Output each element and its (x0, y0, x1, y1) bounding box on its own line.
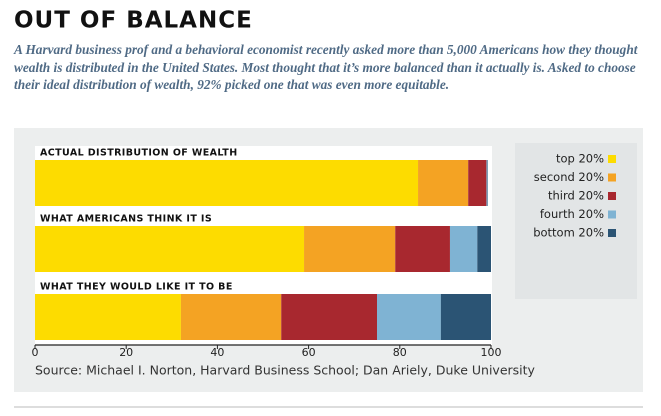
category-label: ACTUAL DISTRIBUTION OF WEALTH (40, 148, 238, 159)
bar-segment (35, 294, 181, 340)
x-tick-label: 80 (393, 346, 407, 359)
x-tick-label: 40 (210, 346, 224, 359)
x-tick-label: 100 (481, 346, 502, 359)
legend-swatch (608, 173, 616, 182)
legend-box (515, 143, 637, 299)
bar-segment (449, 226, 478, 272)
legend-label: third 20% (548, 189, 604, 203)
subtitle: A Harvard business prof and a behavioral… (14, 42, 638, 92)
bar-segment (304, 226, 396, 272)
x-tick-label: 60 (302, 346, 316, 359)
bar-segment (377, 294, 441, 340)
chart-title: OUT OF BALANCE (14, 8, 253, 34)
bar-segment (395, 226, 450, 272)
legend-label: bottom 20% (533, 226, 604, 240)
legend-swatch (608, 229, 616, 237)
source: Source: Michael I. Norton, Harvard Busin… (35, 363, 536, 378)
bar-segment (477, 226, 491, 272)
category-label: WHAT THEY WOULD LIKE IT TO BE (40, 282, 233, 293)
bar-segment (440, 294, 491, 340)
bar-segment (468, 160, 487, 206)
legend-label: fourth 20% (540, 207, 604, 221)
bar-segment (35, 226, 305, 272)
x-tick-label: 0 (32, 346, 39, 359)
x-tick-label: 20 (119, 346, 133, 359)
bar-segment (486, 160, 488, 206)
legend-swatch (608, 192, 616, 200)
bar-segment (180, 294, 282, 340)
legend-swatch (608, 210, 616, 219)
legend-label: second 20% (534, 170, 604, 184)
bar-segment (35, 160, 419, 206)
legend-label: top 20% (556, 152, 604, 166)
bar-segment (418, 160, 469, 206)
bar-segment (281, 294, 377, 340)
legend-swatch (608, 155, 616, 163)
category-label: WHAT AMERICANS THINK IT IS (40, 214, 212, 225)
